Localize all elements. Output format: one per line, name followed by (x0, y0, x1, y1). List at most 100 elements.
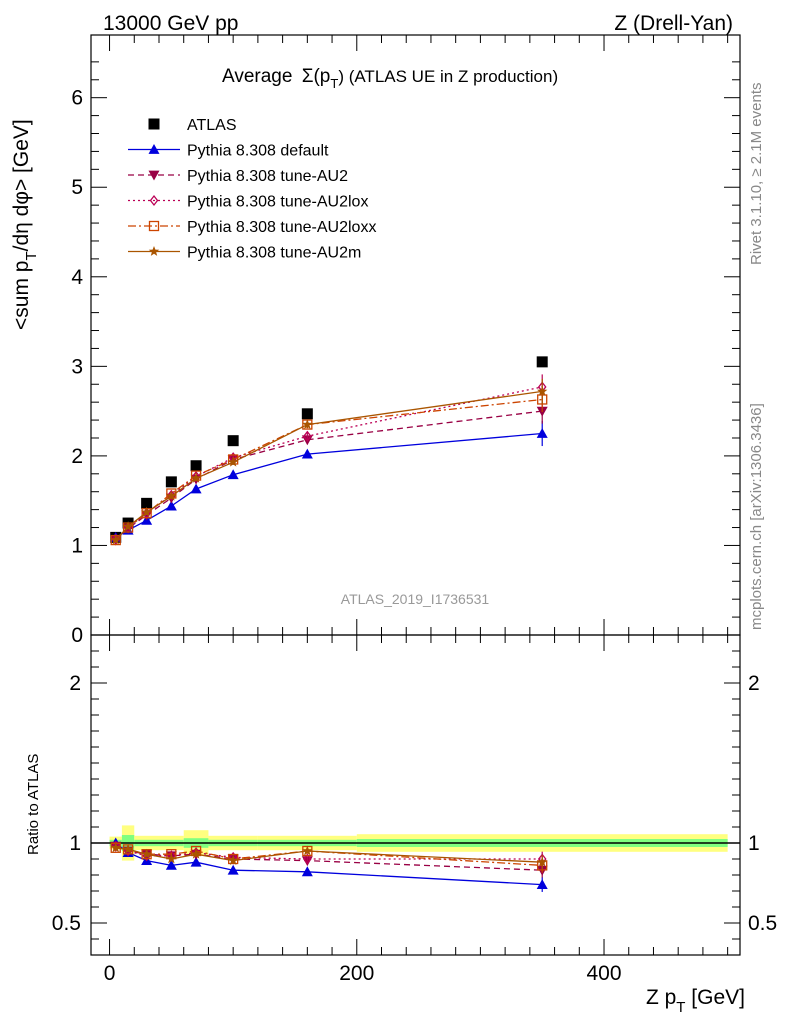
plot-title: Average Σ(pT) (ATLAS UE in Z production) (222, 66, 558, 91)
ratio-point (122, 843, 134, 854)
legend-entry: Pythia 8.308 tune-AU2lox (128, 194, 368, 211)
ratio-point (110, 842, 121, 853)
legend-marker (148, 170, 160, 181)
ratio-point (537, 856, 548, 867)
ratio-point (302, 845, 313, 856)
legend-label: ATLAS (187, 117, 237, 134)
xlabel: Z pT [GeV] (646, 986, 745, 1016)
data-point (303, 430, 312, 442)
ratio-ylabel: Ratio to ATLAS (25, 754, 42, 855)
legend-label: Pythia 8.308 tune-AU2 (187, 168, 348, 185)
ratio-frame (90, 634, 741, 956)
ratio-series-5 (110, 842, 548, 870)
data-point (141, 497, 153, 509)
main-series-2 (110, 398, 548, 546)
legend-marker (149, 194, 159, 207)
ratio-ytick-label-right: 0.5 (748, 912, 777, 935)
main-ytick-label: 4 (71, 266, 83, 289)
data-point (141, 506, 152, 517)
ratio-ytick-label: 0.5 (52, 912, 81, 935)
ratio-point (536, 879, 548, 889)
ratio-point (141, 848, 152, 859)
data-point (165, 500, 177, 511)
data-point (302, 419, 313, 429)
series-line (115, 410, 543, 541)
legend: ATLAS Pythia 8.308 default Pythia 8.308 tu… (128, 117, 376, 262)
ratio-ytick-label-right: 1 (748, 832, 760, 855)
main-series-4 (110, 386, 548, 546)
series-line (115, 398, 543, 541)
main-ytick-label: 3 (71, 355, 83, 378)
data-point (110, 534, 121, 545)
data-point (227, 456, 239, 467)
ratio-point (190, 856, 202, 867)
legend-label: Pythia 8.308 tune-AU2lox (187, 194, 368, 211)
data-point (227, 469, 239, 480)
data-point (166, 490, 177, 501)
legend-marker (148, 246, 160, 256)
ratio-point (303, 853, 312, 865)
xtick-label: 400 (586, 962, 621, 985)
title-prefix: Average (222, 66, 292, 87)
legend-entry: Pythia 8.308 tune-AU2m (128, 245, 361, 262)
title-sub: T (330, 76, 338, 91)
data-point (190, 483, 202, 494)
data-point (191, 470, 201, 483)
legend-entry: Pythia 8.308 default (128, 143, 329, 160)
ratio-point (227, 864, 239, 875)
header-right: Z (Drell-Yan) (614, 12, 733, 35)
main-ylabel: <sum pT/dη dφ> [GeV] (10, 119, 40, 330)
data-point (165, 476, 177, 488)
main-panel: 0 1 2 3 4 5 6 (71, 34, 741, 647)
main-series-5 (110, 378, 548, 545)
main-ytick-label: 1 (71, 534, 83, 557)
xlabel-b: [GeV] (685, 986, 745, 1009)
xtick-label: 0 (104, 962, 116, 985)
ratio-point (301, 866, 313, 877)
legend-label: Pythia 8.308 tune-AU2loxx (187, 219, 376, 236)
data-point (536, 428, 548, 438)
data-point (227, 435, 239, 447)
main-ylabel-a: <sum p (10, 261, 33, 330)
xlabel-a: Z p (646, 986, 676, 1009)
data-point (301, 448, 313, 459)
main-ylabel-b: /dη dφ> [GeV] (10, 119, 33, 251)
legend-marker (148, 144, 160, 154)
ratio-panel: 0.5 0.5 1 1 2 2 0 200 400 (52, 634, 777, 985)
main-ytick-label: 0 (71, 624, 83, 647)
data-point (301, 408, 313, 420)
main-series-0 (110, 356, 548, 543)
series-ratio-line (115, 845, 543, 871)
legend-marker (148, 118, 160, 130)
ratio-ytick-label-right: 2 (748, 672, 760, 695)
title-sigma: Σ(p (302, 66, 331, 87)
main-ytick-label: 2 (71, 445, 83, 468)
title-suffix: ) (ATLAS UE in Z production) (338, 67, 558, 86)
legend-entry: ATLAS (148, 117, 237, 134)
main-ylabel-sub: T (23, 251, 40, 260)
data-point (537, 385, 548, 396)
legend-entry: Pythia 8.308 tune-AU2 (128, 168, 348, 185)
data-point (122, 521, 134, 532)
series-line (115, 386, 543, 540)
legend-entry: Pythia 8.308 tune-AU2loxx (128, 219, 376, 236)
series-line (115, 390, 543, 541)
rivet-version-label: Rivet 3.1.10, ≥ 2.1M events (748, 83, 765, 266)
legend-marker (148, 220, 160, 232)
ratio-point (165, 859, 177, 870)
header-left: 13000 GeV pp (103, 12, 238, 35)
legend-label: Pythia 8.308 default (187, 143, 329, 160)
series-line (115, 432, 543, 538)
main-ytick-label: 6 (71, 87, 83, 110)
data-point (536, 356, 548, 368)
ratio-point (227, 855, 239, 865)
ratio-point (190, 848, 202, 859)
ratio-ytick-label: 2 (69, 672, 81, 695)
series-ratio-line (115, 847, 543, 863)
data-point (190, 472, 202, 483)
data-point (190, 460, 202, 472)
analysis-watermark: ATLAS_2019_I1736531 (341, 591, 490, 607)
main-ytick-label: 5 (71, 176, 83, 199)
ratio-ytick-label: 1 (69, 832, 81, 855)
